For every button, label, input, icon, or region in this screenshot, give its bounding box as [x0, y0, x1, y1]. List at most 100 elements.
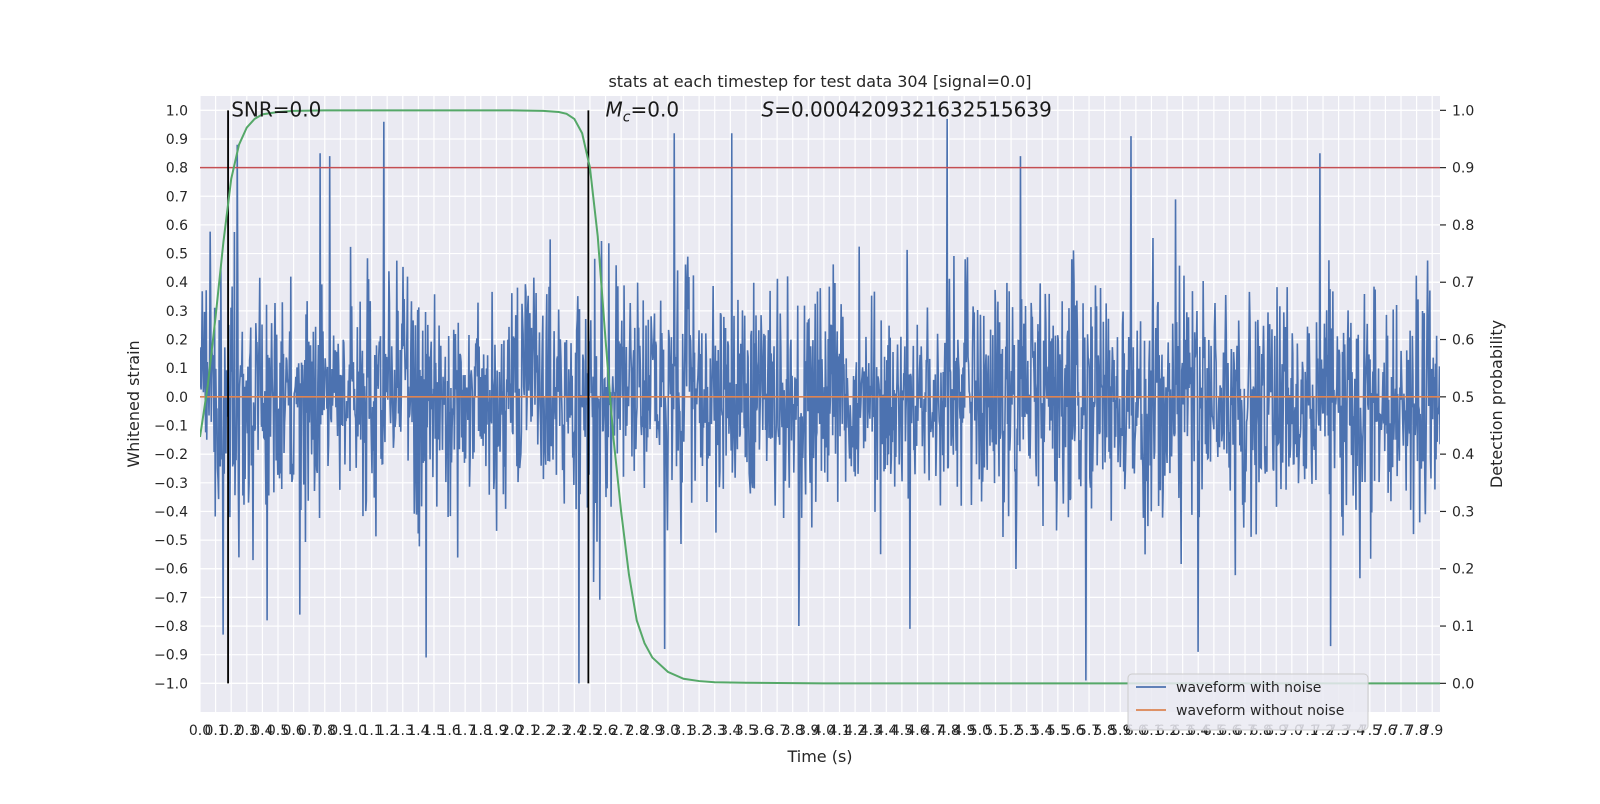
x-tick-label: 5.1: [984, 723, 1006, 739]
y-right-tick-label: 0.9: [1452, 161, 1474, 177]
x-tick-label: 4.3: [860, 723, 882, 739]
y-axis-label-left: Whitened strain: [124, 340, 143, 467]
series-detection-probability: [200, 109, 1440, 685]
y-left-tick-label: 0.3: [166, 304, 188, 320]
y-left-tick-label: 0.9: [166, 132, 188, 148]
x-tick-label: 4.1: [828, 723, 850, 739]
x-tick-label: 1.6: [438, 723, 460, 739]
x-tick-label: 5.2: [1000, 723, 1022, 739]
x-tick-label: 5.7: [1078, 723, 1100, 739]
x-tick-label: 2.5: [579, 723, 601, 739]
y-left-tick-label: −0.2: [154, 447, 188, 463]
y-left-tick-label: −0.7: [154, 590, 188, 606]
x-tick-label: 1.2: [376, 723, 398, 739]
x-tick-label: 5.0: [969, 723, 991, 739]
x-tick-label: 5.9: [1109, 723, 1131, 739]
x-tick-label: 3.0: [657, 723, 679, 739]
x-tick-label: 5.8: [1094, 723, 1116, 739]
y-right-tick-label: 0.1: [1452, 619, 1474, 635]
y-right-tick-label: 0.5: [1452, 390, 1474, 406]
x-tick-label: 1.3: [392, 723, 414, 739]
y-left-tick-label: −0.6: [154, 562, 188, 578]
data-layer: [200, 109, 1440, 685]
x-tick-label: 3.8: [782, 723, 804, 739]
legend: waveform with noise waveform without noi…: [1127, 673, 1369, 731]
x-tick-label: 3.5: [735, 723, 757, 739]
y-left-tick-label: −0.1: [154, 418, 188, 434]
y-left-tick-label: 0.1: [166, 361, 188, 377]
x-tick-label: 1.9: [485, 723, 507, 739]
x-tick-label: 1.7: [454, 723, 476, 739]
y-left-tick-label: 0.5: [166, 247, 188, 263]
annotation-snr: SNR=0.0: [231, 97, 321, 121]
y-left-tick-label: 0.8: [166, 161, 188, 177]
legend-label-clean: waveform without noise: [1176, 703, 1344, 719]
x-tick-label: 2.1: [516, 723, 538, 739]
ticks: 0.00.10.20.30.40.50.60.70.80.91.01.11.21…: [154, 103, 1474, 739]
y-left-tick-label: 0.4: [166, 275, 188, 291]
x-tick-label: 2.9: [641, 723, 663, 739]
x-tick-label: 0.7: [298, 723, 320, 739]
y-right-tick-label: 1.0: [1452, 103, 1474, 119]
y-left-tick-label: −0.4: [154, 504, 188, 520]
y-left-tick-label: −0.3: [154, 476, 188, 492]
series-waveform-with-noise: [200, 118, 1440, 684]
y-left-tick-label: −0.5: [154, 533, 188, 549]
x-tick-label: 4.6: [906, 723, 928, 739]
x-tick-label: 0.9: [329, 723, 351, 739]
x-tick-label: 4.4: [875, 723, 897, 739]
x-tick-label: 3.7: [766, 723, 788, 739]
y-left-tick-label: −0.9: [154, 648, 188, 664]
x-tick-label: 3.1: [672, 723, 694, 739]
x-tick-label: 4.7: [922, 723, 944, 739]
y-right-tick-label: 0.6: [1452, 333, 1474, 349]
x-tick-label: 0.4: [251, 723, 273, 739]
x-tick-label: 4.8: [938, 723, 960, 739]
x-tick-label: 5.6: [1062, 723, 1084, 739]
x-tick-label: 1.0: [345, 723, 367, 739]
y-left-tick-label: 1.0: [166, 103, 188, 119]
y-left-tick-label: −1.0: [154, 676, 188, 692]
x-tick-label: 4.9: [953, 723, 975, 739]
x-tick-label: 2.4: [563, 723, 585, 739]
y-left-tick-label: 0.0: [166, 390, 188, 406]
annotations: SNR=0.0 Mc=0.0 S=0.0004209321632515639: [231, 97, 1052, 125]
x-tick-label: 2.0: [501, 723, 523, 739]
x-tick-label: 2.3: [548, 723, 570, 739]
annotation-s: S=0.0004209321632515639: [762, 97, 1052, 121]
x-tick-label: 7.7: [1390, 723, 1412, 739]
y-right-tick-label: 0.2: [1452, 562, 1474, 578]
x-tick-label: 3.3: [704, 723, 726, 739]
x-tick-label: 4.0: [813, 723, 835, 739]
y-left-tick-label: 0.7: [166, 189, 188, 205]
annotation-mc: Mc=0.0: [606, 97, 680, 125]
x-tick-label: 1.5: [423, 723, 445, 739]
x-tick-label: 0.2: [220, 723, 242, 739]
x-tick-label: 2.8: [626, 723, 648, 739]
y-axis-label-right: Detection probability: [1487, 320, 1506, 488]
x-tick-label: 0.6: [282, 723, 304, 739]
x-tick-label: 5.3: [1016, 723, 1038, 739]
x-tick-label: 2.2: [532, 723, 554, 739]
x-tick-label: 7.6: [1374, 723, 1396, 739]
y-right-tick-label: 0.7: [1452, 275, 1474, 291]
x-tick-label: 4.2: [844, 723, 866, 739]
y-left-tick-label: 0.2: [166, 333, 188, 349]
legend-box: [1127, 673, 1369, 731]
y-right-tick-label: 0.4: [1452, 447, 1474, 463]
x-tick-label: 1.8: [470, 723, 492, 739]
x-tick-label: 1.4: [407, 723, 429, 739]
x-axis-label: Time (s): [786, 747, 852, 766]
legend-label-noise: waveform with noise: [1176, 680, 1321, 696]
x-tick-label: 7.8: [1405, 723, 1427, 739]
x-tick-label: 0.3: [236, 723, 258, 739]
x-tick-label: 5.4: [1031, 723, 1053, 739]
x-tick-label: 5.5: [1047, 723, 1069, 739]
x-tick-label: 2.6: [594, 723, 616, 739]
x-tick-label: 3.2: [688, 723, 710, 739]
x-tick-label: 7.9: [1421, 723, 1443, 739]
y-right-tick-label: 0.3: [1452, 504, 1474, 520]
x-tick-label: 3.6: [750, 723, 772, 739]
x-tick-label: 0.5: [267, 723, 289, 739]
